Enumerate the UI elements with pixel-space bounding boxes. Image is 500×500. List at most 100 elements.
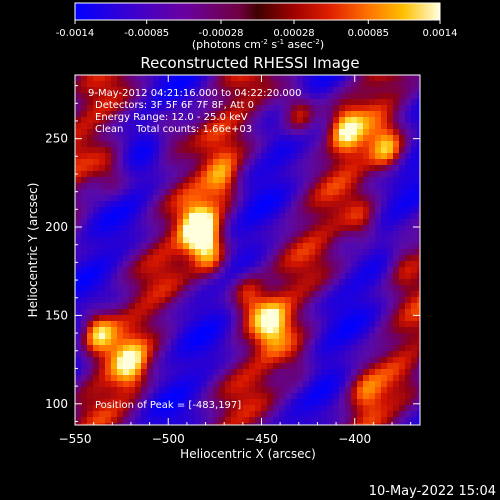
heatmap-cell xyxy=(75,141,81,147)
heatmap-cell xyxy=(291,273,297,279)
heatmap-cell xyxy=(315,201,321,207)
heatmap-cell xyxy=(369,303,375,309)
heatmap-cell xyxy=(339,333,345,339)
heatmap-cell xyxy=(363,387,369,393)
heatmap-cell xyxy=(219,297,225,303)
heatmap-cell xyxy=(309,105,315,111)
heatmap-cell xyxy=(231,111,237,117)
heatmap-cell xyxy=(129,375,135,381)
heatmap-cell xyxy=(99,315,105,321)
heatmap-cell xyxy=(153,423,159,425)
heatmap-cell xyxy=(315,393,321,399)
heatmap-cell xyxy=(417,243,420,249)
heatmap-cell xyxy=(93,405,99,411)
heatmap-cell xyxy=(321,81,327,87)
heatmap-cell xyxy=(375,351,381,357)
heatmap-cell xyxy=(165,249,171,255)
heatmap-cell xyxy=(369,225,375,231)
heatmap-cell xyxy=(129,81,135,87)
heatmap-cell xyxy=(99,285,105,291)
heatmap-cell xyxy=(123,297,129,303)
heatmap-cell xyxy=(375,213,381,219)
heatmap-cell xyxy=(111,87,117,93)
heatmap-cell xyxy=(141,417,147,423)
heatmap-cell xyxy=(321,219,327,225)
heatmap-cell xyxy=(195,75,201,81)
heatmap-cell xyxy=(135,171,141,177)
heatmap-cell xyxy=(75,303,81,309)
heatmap-cell xyxy=(141,315,147,321)
heatmap-cell xyxy=(159,297,165,303)
heatmap-cell xyxy=(117,189,123,195)
heatmap-cell xyxy=(147,141,153,147)
heatmap-cell xyxy=(99,177,105,183)
heatmap-cell xyxy=(87,123,93,129)
heatmap-cell xyxy=(357,195,363,201)
heatmap-cell xyxy=(105,375,111,381)
heatmap-cell xyxy=(195,183,201,189)
heatmap-cell xyxy=(225,159,231,165)
heatmap-cell xyxy=(219,189,225,195)
heatmap-cell xyxy=(165,369,171,375)
heatmap-cell xyxy=(141,231,147,237)
heatmap-cell xyxy=(177,273,183,279)
heatmap-cell xyxy=(183,129,189,135)
heatmap-cell xyxy=(255,165,261,171)
heatmap-cell xyxy=(411,279,417,285)
heatmap-cell xyxy=(189,111,195,117)
heatmap-cell xyxy=(159,321,165,327)
heatmap-cell xyxy=(315,81,321,87)
heatmap-cell xyxy=(159,339,165,345)
heatmap-cell xyxy=(99,231,105,237)
heatmap-cell xyxy=(141,219,147,225)
heatmap-cell xyxy=(75,327,81,333)
heatmap-cell xyxy=(237,411,243,417)
heatmap-cell xyxy=(171,225,177,231)
heatmap-cell xyxy=(219,411,225,417)
heatmap-cell xyxy=(255,81,261,87)
heatmap-cell xyxy=(237,165,243,171)
heatmap-cell xyxy=(375,357,381,363)
heatmap-cell xyxy=(177,207,183,213)
heatmap-cell xyxy=(111,309,117,315)
heatmap-cell xyxy=(405,345,411,351)
heatmap-cell xyxy=(315,381,321,387)
heatmap-cell xyxy=(339,423,345,425)
heatmap-cell xyxy=(249,363,255,369)
heatmap-cell xyxy=(303,135,309,141)
heatmap-cell xyxy=(159,225,165,231)
heatmap-cell xyxy=(411,117,417,123)
heatmap-cell xyxy=(273,93,279,99)
heatmap-cell xyxy=(297,273,303,279)
heatmap-cell xyxy=(153,135,159,141)
heatmap-cell xyxy=(201,381,207,387)
heatmap-cell xyxy=(405,417,411,423)
heatmap-cell xyxy=(117,357,123,363)
heatmap-cell xyxy=(333,285,339,291)
heatmap-cell xyxy=(357,243,363,249)
heatmap-cell xyxy=(345,249,351,255)
heatmap-cell xyxy=(261,417,267,423)
heatmap-cell xyxy=(177,333,183,339)
heatmap-cell xyxy=(249,171,255,177)
heatmap-cell xyxy=(171,327,177,333)
heatmap-cell xyxy=(87,261,93,267)
heatmap-cell xyxy=(117,297,123,303)
heatmap-cell xyxy=(195,255,201,261)
heatmap-cell xyxy=(315,423,321,425)
heatmap-cell xyxy=(201,123,207,129)
heatmap-cell xyxy=(171,153,177,159)
heatmap-cell xyxy=(387,297,393,303)
heatmap-cell xyxy=(231,123,237,129)
heatmap-cell xyxy=(141,381,147,387)
heatmap-cell xyxy=(183,183,189,189)
heatmap-cell xyxy=(87,279,93,285)
heatmap-cell xyxy=(327,285,333,291)
heatmap-cell xyxy=(411,111,417,117)
heatmap-cell xyxy=(243,411,249,417)
heatmap-cell xyxy=(399,399,405,405)
heatmap-cell xyxy=(387,249,393,255)
heatmap-cell xyxy=(111,93,117,99)
heatmap-cell xyxy=(267,369,273,375)
heatmap-cell xyxy=(285,201,291,207)
